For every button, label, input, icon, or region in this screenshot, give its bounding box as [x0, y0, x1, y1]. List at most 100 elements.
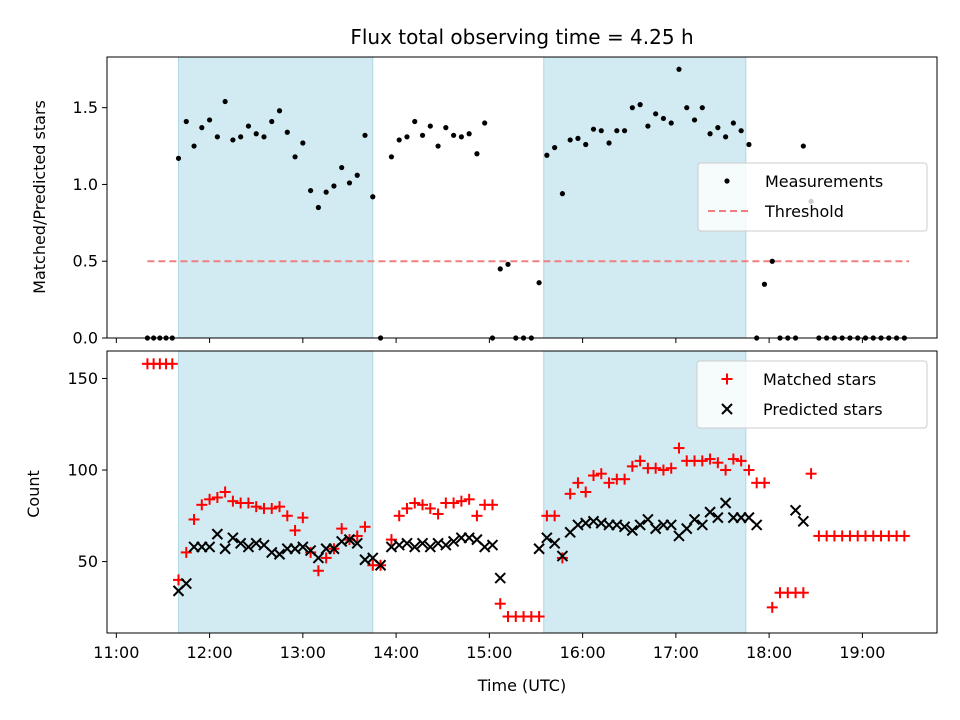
- predicted-star-point: [211, 528, 224, 540]
- predicted-star-point: [696, 519, 709, 531]
- x-axis-label: Time (UTC): [477, 676, 566, 695]
- measurement-point: [536, 280, 542, 286]
- matched-star-point: [219, 486, 231, 498]
- matched-star-point: [188, 513, 200, 525]
- top-y-ticks: 0.0 0.5 1.0 1.5: [73, 98, 107, 348]
- measurement-point: [715, 125, 721, 131]
- matched-stars-points: [141, 358, 910, 623]
- y-tick-label: 1.0: [73, 175, 98, 194]
- matched-star-point: [805, 468, 817, 480]
- legend-predicted-label: Predicted stars: [763, 400, 883, 419]
- ratio-panel: 0.0 0.5 1.0 1.5 Measurements Threshold: [73, 56, 938, 348]
- x-tick-label: 18:00: [746, 643, 792, 662]
- bottom-legend: Matched stars Predicted stars: [696, 360, 928, 429]
- predicted-star-point: [789, 504, 802, 517]
- measurement-point: [761, 281, 768, 287]
- predicted-star-point: [416, 537, 429, 549]
- predicted-star-point: [642, 513, 654, 526]
- measurement-point: [575, 135, 581, 141]
- predicted-star-point: [203, 541, 216, 553]
- measurement-point: [292, 154, 298, 160]
- measurement-point: [482, 120, 488, 126]
- matched-star-point: [665, 462, 677, 474]
- predicted-star-point: [626, 524, 639, 537]
- predicted-star-point: [273, 548, 286, 560]
- matched-star-point: [281, 510, 293, 522]
- measurement-point: [308, 187, 314, 194]
- matched-star-point: [619, 473, 631, 485]
- measurement-point: [583, 141, 589, 148]
- matched-star-point: [735, 455, 747, 467]
- measurement-point: [362, 132, 368, 138]
- matched-star-point: [626, 460, 638, 472]
- x-tick-label: 14:00: [373, 643, 419, 662]
- matched-star-point: [242, 497, 254, 509]
- measurement-point: [276, 108, 283, 114]
- measurement-point: [660, 115, 667, 122]
- matched-star-point: [657, 464, 669, 476]
- matched-star-point: [603, 477, 615, 489]
- matched-star-point: [471, 510, 483, 522]
- measurement-point: [723, 134, 729, 140]
- measurement-point: [175, 155, 182, 161]
- measurement-point: [645, 123, 651, 129]
- measurement-point: [598, 128, 604, 134]
- measurement-point: [451, 132, 457, 138]
- bottom-x-ticks: 11:00 12:00 13:00 14:00 15:00 16:00 17:00 18:00…: [93, 633, 885, 662]
- predicted-star-point: [704, 506, 716, 518]
- predicted-star-point: [548, 537, 561, 549]
- measurement-point: [668, 120, 674, 126]
- measurement-point: [388, 154, 395, 160]
- bottom-legend-box: [696, 360, 928, 429]
- predicted-star-point: [533, 543, 545, 555]
- predicted-star-point: [719, 497, 732, 509]
- measurement-points: [144, 66, 907, 341]
- measurement-point: [691, 117, 698, 123]
- bottom-y-axis-label: Count: [24, 470, 43, 518]
- measurement-point: [222, 98, 228, 105]
- measurement-point: [199, 125, 205, 131]
- predicted-star-point: [649, 522, 662, 535]
- matched-star-point: [720, 464, 732, 476]
- matched-star-point: [580, 486, 592, 498]
- predicted-star-point: [634, 519, 646, 531]
- matched-star-point: [424, 502, 436, 514]
- legend-matched-label: Matched stars: [763, 370, 876, 389]
- matched-star-point: [393, 510, 405, 522]
- legend-cross-glyph: [721, 403, 733, 415]
- matched-star-point: [250, 501, 262, 513]
- y-tick-label: 100: [67, 461, 98, 480]
- predicted-star-point: [180, 577, 192, 590]
- measurement-point: [191, 143, 197, 149]
- top-legend: Measurements Threshold: [697, 162, 928, 232]
- matched-star-point: [166, 358, 178, 370]
- predicted-star-point: [424, 541, 437, 553]
- matched-star-point: [673, 442, 685, 454]
- bottom-y-ticks: 50 100 150: [67, 369, 107, 571]
- x-tick-label: 12:00: [187, 643, 233, 662]
- matched-star-point: [533, 611, 545, 623]
- matched-star-point: [494, 598, 506, 610]
- predicted-star-point: [665, 519, 677, 531]
- matched-star-point: [312, 565, 324, 577]
- chart-title: Flux total observing time = 4.25 h: [350, 25, 693, 49]
- matched-star-point: [409, 497, 421, 509]
- measurement-point: [346, 180, 353, 186]
- measurement-point: [230, 137, 236, 143]
- measurement-point: [730, 120, 736, 126]
- matched-star-point: [297, 512, 309, 524]
- matched-star-point: [564, 488, 576, 500]
- matched-star-point: [227, 495, 239, 507]
- measurement-point: [427, 123, 433, 129]
- predicted-star-point: [797, 515, 810, 528]
- matched-star-point: [266, 502, 278, 514]
- measurement-point: [629, 105, 635, 111]
- matched-star-point: [758, 477, 770, 489]
- legend-threshold-label: Threshold: [764, 202, 844, 221]
- measurement-point: [544, 152, 550, 158]
- matched-star-point: [727, 453, 739, 465]
- top-y-axis-label: Matched/Predicted stars: [30, 100, 49, 294]
- top-axes-frame: [106, 56, 938, 339]
